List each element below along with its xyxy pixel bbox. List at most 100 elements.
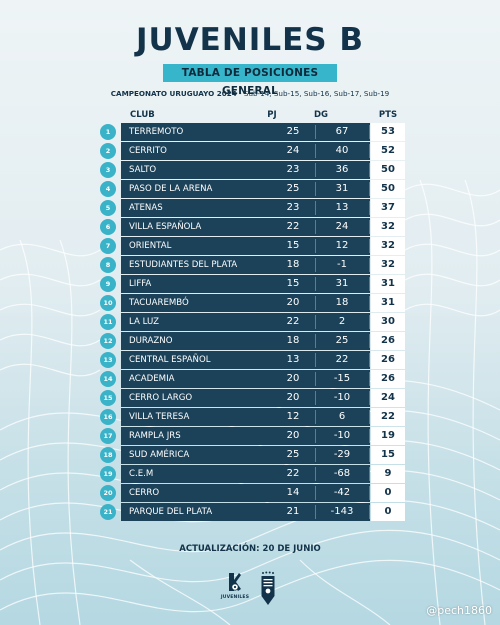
points: 15: [371, 446, 405, 464]
club-cell: CERRO LARGO 20 -10: [121, 389, 370, 407]
matches-played: 18: [286, 335, 300, 346]
table-row: 13 CENTRAL ESPAÑOL 13 22 26: [100, 351, 405, 369]
column-divider: [369, 334, 370, 348]
matches-played: 21: [286, 506, 300, 517]
goal-difference: -143: [330, 506, 354, 517]
column-divider: [369, 144, 370, 158]
table-row: 21 PARQUE DEL PLATA 21 -143 0: [100, 503, 405, 521]
points: 31: [371, 275, 405, 293]
club-cell: ATENAS 23 13: [121, 199, 370, 217]
table-row: 19 C.E.M 22 -68 9: [100, 465, 405, 483]
club-cell: ACADEMIA 20 -15: [121, 370, 370, 388]
column-divider: [315, 391, 316, 405]
goal-difference: 18: [335, 297, 349, 308]
column-divider: [369, 277, 370, 291]
column-header-pj: PJ: [267, 110, 277, 120]
page-title: JUVENILES B: [135, 22, 365, 58]
goal-difference: -29: [333, 449, 351, 460]
goal-difference: 36: [335, 164, 349, 175]
rank-badge: 19: [100, 466, 116, 482]
points: 26: [371, 332, 405, 350]
club-name: ATENAS: [129, 203, 163, 213]
column-divider: [315, 277, 316, 291]
goal-difference: 2: [338, 316, 346, 327]
club-cell: VILLA ESPAÑOLA 22 24: [121, 218, 370, 236]
goal-difference: -1: [337, 259, 347, 270]
column-divider: [315, 258, 316, 272]
points: 22: [371, 408, 405, 426]
club-name: C.E.M: [129, 469, 154, 479]
table-row: 10 TACUAREMBÓ 20 18 31: [100, 294, 405, 312]
column-divider: [369, 448, 370, 462]
rank-badge: 8: [100, 257, 116, 273]
rank-badge: 17: [100, 428, 116, 444]
rank-badge: 7: [100, 238, 116, 254]
column-divider: [369, 182, 370, 196]
points: 24: [371, 389, 405, 407]
club-cell: TACUAREMBÓ 20 18: [121, 294, 370, 312]
club-name: LA LUZ: [129, 317, 159, 327]
table-row: 11 LA LUZ 22 2 30: [100, 313, 405, 331]
matches-played: 20: [286, 392, 300, 403]
auf-shield-logo: [261, 571, 275, 605]
points: 50: [371, 180, 405, 198]
points: 19: [371, 427, 405, 445]
rank-badge: 18: [100, 447, 116, 463]
column-divider: [315, 448, 316, 462]
column-divider: [315, 334, 316, 348]
column-divider: [369, 220, 370, 234]
table-row: 5 ATENAS 23 13 37: [100, 199, 405, 217]
club-cell: ORIENTAL 15 12: [121, 237, 370, 255]
column-divider: [369, 486, 370, 500]
points: 50: [371, 161, 405, 179]
column-divider: [315, 429, 316, 443]
club-name: ORIENTAL: [129, 241, 172, 251]
club-cell: SALTO 23 36: [121, 161, 370, 179]
table-row: 7 ORIENTAL 15 12 32: [100, 237, 405, 255]
club-name: CERRO: [129, 488, 160, 498]
column-divider: [315, 410, 316, 424]
column-divider: [369, 467, 370, 481]
column-divider: [315, 353, 316, 367]
points: 32: [371, 218, 405, 236]
club-name: LIFFA: [129, 279, 152, 289]
club-name: SALTO: [129, 165, 157, 175]
championship-name: CAMPEONATO URUGUAYO 2024: [110, 89, 237, 98]
column-divider: [315, 372, 316, 386]
points: 31: [371, 294, 405, 312]
club-cell: LIFFA 15 31: [121, 275, 370, 293]
rank-badge: 13: [100, 352, 116, 368]
club-name: VILLA ESPAÑOLA: [129, 222, 202, 232]
table-row: 6 VILLA ESPAÑOLA 22 24 32: [100, 218, 405, 236]
matches-played: 15: [286, 240, 300, 251]
club-name: CERRITO: [129, 146, 167, 156]
column-divider: [315, 201, 316, 215]
table-row: 14 ACADEMIA 20 -15 26: [100, 370, 405, 388]
matches-played: 18: [286, 259, 300, 270]
column-header-pts: PTS: [378, 110, 398, 120]
column-divider: [369, 410, 370, 424]
column-divider: [369, 372, 370, 386]
watermark: @pech1860: [426, 604, 492, 617]
matches-played: 20: [286, 297, 300, 308]
club-cell: VILLA TERESA 12 6: [121, 408, 370, 426]
club-name: DURAZNO: [129, 336, 173, 346]
club-name: CERRO LARGO: [129, 393, 193, 403]
table-row: 17 RAMPLA JRS 20 -10 19: [100, 427, 405, 445]
table-row: 2 CERRITO 24 40 52: [100, 142, 405, 160]
points: 30: [371, 313, 405, 331]
club-cell: RAMPLA JRS 20 -10: [121, 427, 370, 445]
club-cell: LA LUZ 22 2: [121, 313, 370, 331]
matches-played: 15: [286, 278, 300, 289]
goal-difference: 31: [335, 183, 349, 194]
column-divider: [315, 505, 316, 519]
goal-difference: -15: [333, 373, 351, 384]
matches-played: 22: [286, 316, 300, 327]
championship-line: CAMPEONATO URUGUAYO 2024 - Sub-14, Sub-1…: [0, 89, 500, 98]
rank-badge: 14: [100, 371, 116, 387]
goal-difference: 24: [335, 221, 349, 232]
rank-badge: 1: [100, 124, 116, 140]
club-name: VILLA TERESA: [129, 412, 190, 422]
club-cell: DURAZNO 18 25: [121, 332, 370, 350]
